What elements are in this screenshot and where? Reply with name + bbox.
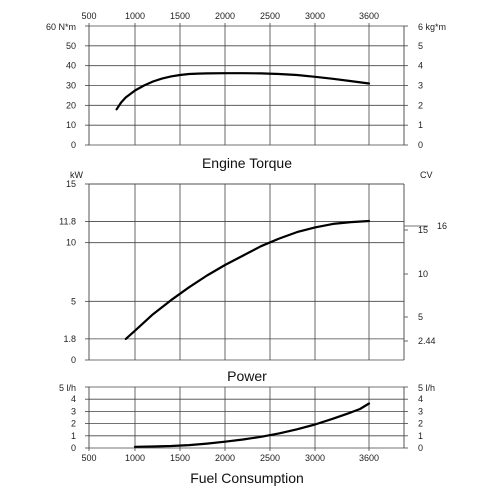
fuel-x-tick-label-3600: 3600 bbox=[359, 453, 379, 463]
torque-left-unit: 60 N*m bbox=[46, 22, 76, 32]
torque-right-unit: 6 kg*m bbox=[418, 22, 446, 32]
power-left-tick-label-1.8: 1.8 bbox=[63, 334, 76, 344]
torque-x-tick-label-500: 500 bbox=[81, 11, 96, 21]
torque-left-tick-label-20: 20 bbox=[66, 100, 76, 110]
torque-curve bbox=[115, 72, 371, 111]
torque-left-tick-label-30: 30 bbox=[66, 81, 76, 91]
power-left-tick-label-15: 15 bbox=[66, 179, 76, 189]
fuel-left-tick-label-1: 1 bbox=[71, 431, 76, 441]
fuel-right-tick-label-1: 1 bbox=[418, 431, 423, 441]
fuel-right-tick-label-2: 2 bbox=[418, 419, 423, 429]
fuel-left-tick-label-4: 4 bbox=[71, 394, 76, 404]
fuel-right-unit: 5 l/h bbox=[418, 383, 435, 393]
power-left-tick-label-0: 0 bbox=[71, 355, 76, 365]
power-right-unit: CV bbox=[420, 170, 433, 180]
torque-right-tick-label-40: 4 bbox=[418, 61, 423, 71]
fuel-left-unit: 5 l/h bbox=[59, 383, 76, 393]
torque-x-tick-label-3000: 3000 bbox=[305, 11, 325, 21]
torque-title: Engine Torque bbox=[202, 155, 292, 171]
fuel-x-tick-label-500: 500 bbox=[81, 453, 96, 463]
power-right-tick-label-15: 15 bbox=[418, 225, 428, 235]
fuel-right-tick-label-0: 0 bbox=[418, 443, 423, 453]
power-right-tick-label-10: 10 bbox=[418, 269, 428, 279]
fuel-title: Fuel Consumption bbox=[190, 470, 304, 486]
fuel-x-tick-label-2000: 2000 bbox=[215, 453, 235, 463]
fuel-right-tick-label-3: 3 bbox=[418, 406, 423, 416]
torque-left-tick-label-0: 0 bbox=[71, 140, 76, 150]
power-curve bbox=[124, 219, 371, 340]
fuel-left-tick-label-2: 2 bbox=[71, 419, 76, 429]
fuel-x-tick-label-3000: 3000 bbox=[305, 453, 325, 463]
fuel-left-tick-label-0: 0 bbox=[71, 443, 76, 453]
power-title: Power bbox=[227, 368, 267, 384]
torque-x-tick-label-2500: 2500 bbox=[260, 11, 280, 21]
torque-right-tick-label-50: 5 bbox=[418, 41, 423, 51]
torque-right-tick-label-20: 2 bbox=[418, 100, 423, 110]
power-right-tick-label-16: 16 bbox=[437, 221, 447, 231]
torque-x-tick-label-3600: 3600 bbox=[359, 11, 379, 21]
torque-left-tick-label-50: 50 bbox=[66, 41, 76, 51]
fuel-right-tick-label-4: 4 bbox=[418, 394, 423, 404]
power-right-tick-label-2.44: 2.44 bbox=[418, 336, 436, 346]
torque-x-tick-label-2000: 2000 bbox=[215, 11, 235, 21]
torque-right-tick-label-10: 1 bbox=[418, 120, 423, 130]
torque-right-tick-label-0: 0 bbox=[418, 140, 423, 150]
torque-right-tick-label-30: 3 bbox=[418, 81, 423, 91]
fuel-x-tick-label-2500: 2500 bbox=[260, 453, 280, 463]
power-right-tick-label-5: 5 bbox=[418, 312, 423, 322]
torque-x-tick-label-1000: 1000 bbox=[125, 11, 145, 21]
torque-x-tick-label-1500: 1500 bbox=[170, 11, 190, 21]
fuel-curve bbox=[133, 402, 371, 448]
fuel-left-tick-label-3: 3 bbox=[71, 406, 76, 416]
fuel-x-tick-label-1000: 1000 bbox=[125, 453, 145, 463]
torque-left-tick-label-10: 10 bbox=[66, 120, 76, 130]
power-left-tick-label-11.8: 11.8 bbox=[59, 217, 76, 227]
fuel-x-tick-label-1500: 1500 bbox=[170, 453, 190, 463]
power-left-tick-label-5: 5 bbox=[71, 296, 76, 306]
power-left-unit: kW bbox=[70, 170, 84, 180]
torque-left-tick-label-40: 40 bbox=[66, 61, 76, 71]
power-left-tick-label-10: 10 bbox=[66, 238, 76, 248]
